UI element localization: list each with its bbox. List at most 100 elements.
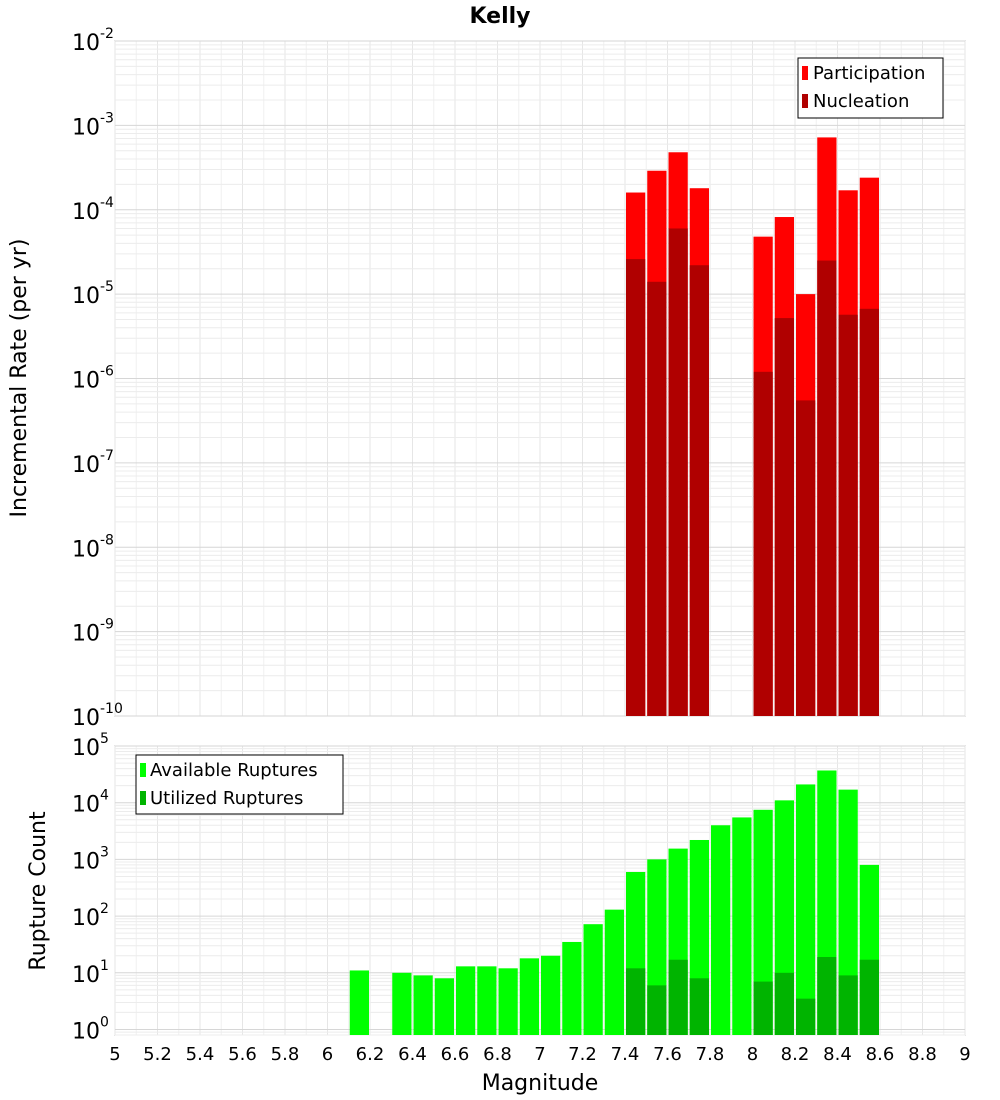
top-y-tick-label: 10-5 [72, 279, 114, 309]
bar-inner-nucleation [796, 400, 816, 716]
bar-inner-utilized-ruptures [626, 968, 646, 1035]
bottom-y-tick-label: 104 [72, 788, 109, 818]
bar-inner-utilized-ruptures [647, 985, 667, 1035]
top-y-tick-exponent: -5 [100, 279, 114, 295]
top-y-tick-exponent: -7 [100, 448, 114, 464]
x-tick-label: 6.8 [483, 1044, 512, 1065]
bar-inner-utilized-ruptures [838, 975, 858, 1035]
bar-available-ruptures [838, 789, 858, 1035]
x-tick-label: 7 [534, 1044, 545, 1065]
bottom-y-tick-label: 101 [72, 958, 109, 988]
bar-available-ruptures [498, 968, 518, 1035]
top-legend: Participation Nucleation [797, 57, 944, 119]
bottom-y-tick-exponent: 1 [100, 958, 109, 974]
x-tick-label: 7.2 [568, 1044, 597, 1065]
legend-label-participation: Participation [813, 63, 925, 84]
top-bars [626, 137, 879, 717]
top-y-tick-label: 10-10 [72, 701, 123, 731]
bar-available-ruptures [541, 955, 561, 1035]
chart-title: Kelly [469, 4, 530, 29]
top-y-tick-exponent: -8 [100, 532, 114, 548]
x-tick-label: 5 [109, 1044, 120, 1065]
top-y-tick-label: 10-3 [72, 110, 114, 140]
x-tick-label: 7.8 [696, 1044, 725, 1065]
bar-available-ruptures [583, 924, 603, 1035]
bar-available-ruptures [732, 817, 752, 1035]
x-tick-label: 6.6 [441, 1044, 470, 1065]
bar-available-ruptures [753, 809, 773, 1035]
x-tick-label: 6.2 [356, 1044, 385, 1065]
x-tick-label: 6 [322, 1044, 333, 1065]
top-y-axis-label: Incremental Rate (per yr) [7, 239, 32, 518]
bar-inner-nucleation [647, 281, 667, 716]
legend-swatch-nucleation [802, 94, 808, 108]
bar-inner-nucleation [817, 260, 837, 716]
top-y-tick-label: 10-7 [72, 448, 114, 478]
x-tick-label: 8.6 [866, 1044, 895, 1065]
bottom-bars [349, 770, 879, 1035]
legend-label-nucleation: Nucleation [813, 91, 909, 112]
bar-inner-utilized-ruptures [817, 956, 837, 1035]
bar-available-ruptures [604, 909, 624, 1035]
bar-inner-nucleation [668, 228, 688, 716]
x-tick-label: 7.6 [653, 1044, 682, 1065]
x-tick-label: 5.8 [271, 1044, 300, 1065]
top-y-tick-exponent: -10 [100, 701, 123, 717]
bottom-y-tick-exponent: 0 [100, 1015, 109, 1031]
bar-inner-nucleation [838, 314, 858, 716]
bar-available-ruptures [711, 825, 731, 1035]
bar-available-ruptures [456, 966, 476, 1035]
bar-inner-utilized-ruptures [668, 959, 688, 1035]
x-tick-label: 5.6 [228, 1044, 257, 1065]
top-gridlines [114, 40, 966, 717]
bar-inner-nucleation [626, 259, 646, 716]
bar-inner-utilized-ruptures [859, 959, 879, 1035]
top-legend-box [797, 57, 944, 119]
top-y-tick-label: 10-6 [72, 364, 114, 394]
bar-available-ruptures [413, 975, 433, 1035]
top-y-tick-exponent: -3 [100, 110, 114, 126]
x-tick-label: 6.4 [398, 1044, 427, 1065]
bar-inner-nucleation [753, 371, 773, 716]
legend-swatch-participation [802, 66, 808, 80]
bottom-y-tick-label: 105 [72, 731, 109, 761]
bar-available-ruptures [562, 941, 582, 1035]
x-tick-label: 8.8 [908, 1044, 937, 1065]
bar-available-ruptures [392, 972, 412, 1035]
top-y-tick-exponent: -2 [100, 26, 114, 42]
legend-swatch-available [140, 763, 146, 777]
bottom-y-tick-exponent: 4 [100, 788, 109, 804]
bottom-y-tick-label: 103 [72, 844, 109, 874]
x-tick-label: 8.2 [781, 1044, 810, 1065]
legend-label-available: Available Ruptures [150, 760, 318, 781]
bottom-y-tick-exponent: 5 [100, 731, 109, 747]
top-y-tick-label: 10-9 [72, 617, 114, 647]
x-axis-ticks: 5 5.2 5.4 5.6 5.8 6 6.2 6.4 6.6 6.8 7 7.2 7.4 7.6 7.8 8… [109, 1044, 970, 1065]
bottom-legend: Available Ruptures Utilized Ruptures [135, 754, 344, 815]
bar-available-ruptures [434, 978, 454, 1035]
top-y-tick-exponent: -9 [100, 617, 114, 633]
legend-swatch-utilized [140, 791, 146, 805]
bar-available-ruptures [349, 970, 369, 1035]
x-tick-label: 7.4 [611, 1044, 640, 1065]
top-plot-panel: 10-2 10-3 10-4 10-5 10-6 10-7 10-8 10-9 10-10 In… [7, 26, 966, 731]
top-y-tick-label: 10-2 [72, 26, 114, 56]
bar-inner-nucleation [689, 265, 709, 716]
bottom-y-tick-exponent: 3 [100, 844, 109, 860]
bar-available-ruptures [796, 784, 816, 1035]
x-tick-label: 8.4 [823, 1044, 852, 1065]
top-y-tick-exponent: -6 [100, 364, 114, 380]
bar-inner-utilized-ruptures [796, 998, 816, 1035]
bar-inner-utilized-ruptures [753, 981, 773, 1035]
bar-inner-nucleation [859, 308, 879, 716]
legend-label-utilized: Utilized Ruptures [150, 788, 303, 809]
top-y-tick-label: 10-8 [72, 532, 114, 562]
bar-available-ruptures [477, 966, 497, 1035]
top-y-tick-label: 10-4 [72, 195, 114, 225]
bottom-y-tick-exponent: 2 [100, 901, 109, 917]
bottom-legend-box [135, 754, 344, 815]
bar-inner-nucleation [774, 318, 794, 716]
